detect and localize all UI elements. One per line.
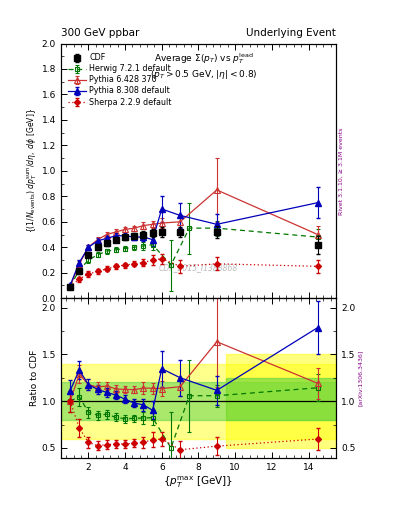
Y-axis label: Ratio to CDF: Ratio to CDF	[30, 350, 39, 407]
Text: CDF_2015_I1388868: CDF_2015_I1388868	[159, 263, 238, 272]
Bar	[61, 364, 336, 439]
Legend: CDF, Herwig 7.2.1 default, Pythia 6.428 370, Pythia 8.308 default, Sherpa 2.2.9 : CDF, Herwig 7.2.1 default, Pythia 6.428 …	[68, 53, 173, 108]
Text: Average $\Sigma(p_T)$ vs $p_T^{\rm lead}$
$(p_T > 0.5$ GeV, $|\eta| < 0.8)$: Average $\Sigma(p_T)$ vs $p_T^{\rm lead}…	[150, 51, 258, 81]
X-axis label: $\{p_T^{\rm max}\ [{\rm GeV}]\}$: $\{p_T^{\rm max}\ [{\rm GeV}]\}$	[163, 475, 233, 490]
Y-axis label: [arXiv:1306.3436]: [arXiv:1306.3436]	[358, 350, 363, 407]
Bar	[61, 382, 336, 420]
Bar	[226, 378, 336, 420]
Bar	[226, 354, 336, 448]
Y-axis label: Rivet 3.1.10, ≥ 3.1M events: Rivet 3.1.10, ≥ 3.1M events	[339, 127, 344, 215]
Text: Underlying Event: Underlying Event	[246, 28, 336, 38]
Y-axis label: $\{(1/N_{\rm events})\ dp_T^{\rm sum}/d\eta,\ d\phi\ [{\rm GeV}]\}$: $\{(1/N_{\rm events})\ dp_T^{\rm sum}/d\…	[26, 109, 39, 233]
Text: 300 GeV ppbar: 300 GeV ppbar	[61, 28, 139, 38]
